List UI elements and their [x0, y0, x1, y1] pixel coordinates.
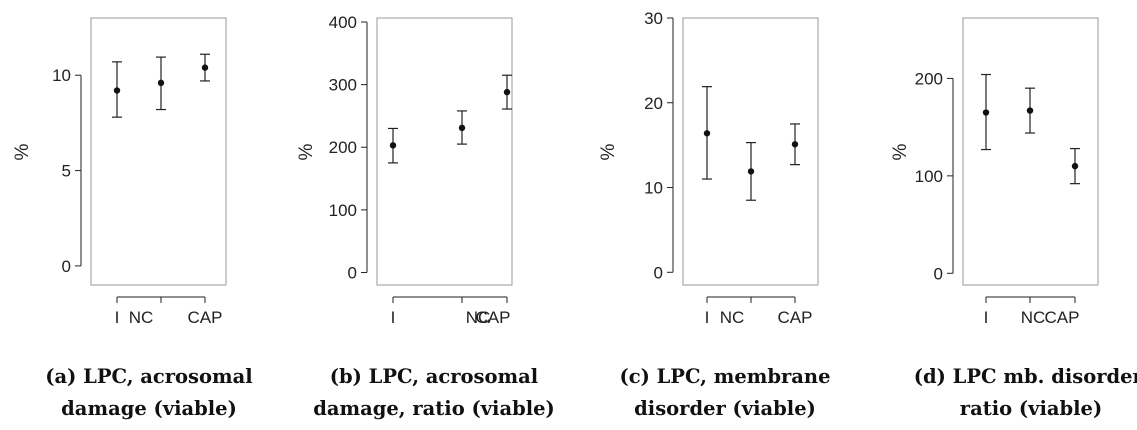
panel-0-caption-line: (a) LPC, acrosomal	[45, 365, 252, 388]
panel-0-y-tick-label: 5	[62, 162, 71, 181]
panel-1-x-tick-label: NC	[466, 308, 491, 327]
panel-3-x-tick-label: I	[984, 308, 989, 327]
panel-2-data-point	[791, 141, 799, 148]
panel-1-x-tick-label: CAP	[476, 308, 511, 327]
panel-3-y-tick-label: 100	[915, 167, 943, 186]
panel-1-data-point	[458, 124, 466, 132]
panel-2-y-tick-label: 10	[644, 179, 663, 198]
panel-1-caption-line: (b) LPC, acrosomal	[330, 365, 538, 388]
panel-2-y-axis-label: %	[598, 143, 619, 160]
panel-3-y-axis-label: %	[890, 143, 911, 160]
panel-0-data-point	[157, 79, 165, 87]
panel-0-y-tick-label: 10	[52, 66, 71, 85]
panel-3-data-point	[1071, 162, 1079, 170]
panel-1-x-tick-label: I	[391, 308, 396, 327]
panel-0-y-tick-label: 0	[62, 257, 71, 276]
panel-2-data-point	[747, 168, 755, 175]
panel-3-plot-frame	[962, 17, 1099, 286]
panel-2-y-tick-label: 0	[654, 263, 663, 282]
panel-0-x-tick-label: I	[115, 308, 120, 327]
panel-2-y-tick-label: 20	[644, 94, 663, 113]
panel-1-data-point	[389, 142, 397, 149]
panel-1-plot-frame	[376, 17, 513, 286]
panel-0-data-point	[201, 64, 209, 71]
panel-1-y-tick-label: 300	[329, 76, 357, 95]
panel-0-data-point	[113, 87, 121, 94]
panel-0-y-axis-label: %	[12, 143, 33, 160]
panel-1-y-tick-label: 400	[329, 13, 357, 32]
panel-1-data-point	[503, 88, 511, 96]
panel-1-caption-line: damage, ratio (viable)	[313, 397, 555, 420]
panel-3-x-tick-label: CAP	[1045, 308, 1080, 327]
panel-2-x-tick-label: CAP	[778, 308, 813, 327]
panel-1-y-tick-label: 0	[348, 263, 357, 282]
panel-3-y-tick-label: 0	[934, 264, 943, 283]
panel-2-plot-frame	[682, 17, 819, 286]
panel-0-x-tick-label: CAP	[188, 308, 223, 327]
panel-2-y-tick-label: 30	[644, 9, 663, 28]
panel-3-y-tick-label: 200	[915, 69, 943, 88]
panel-1-y-axis-label: %	[296, 143, 317, 160]
panel-0-x-tick-label: NC	[129, 308, 154, 327]
panel-3-data-point	[1026, 107, 1034, 114]
panel-3-data-point	[982, 109, 990, 116]
panel-1-y-tick-label: 100	[329, 201, 357, 220]
panel-3-caption-line: ratio (viable)	[960, 397, 1102, 420]
panel-2-caption-line: disorder (viable)	[634, 397, 816, 420]
panel-2-x-tick-label: I	[705, 308, 710, 327]
panel-2-caption-line: (c) LPC, membrane	[619, 365, 830, 388]
panel-2-x-tick-label: NC	[720, 308, 745, 327]
panel-3-caption-line: (d) LPC mb. disorder,	[914, 365, 1137, 388]
panel-3-x-tick-label: NC	[1021, 308, 1046, 327]
panel-2-data-point	[703, 130, 711, 137]
panel-0-caption-line: damage (viable)	[61, 397, 237, 420]
panel-1-y-tick-label: 200	[329, 138, 357, 157]
panel-0-plot-frame	[90, 17, 227, 286]
